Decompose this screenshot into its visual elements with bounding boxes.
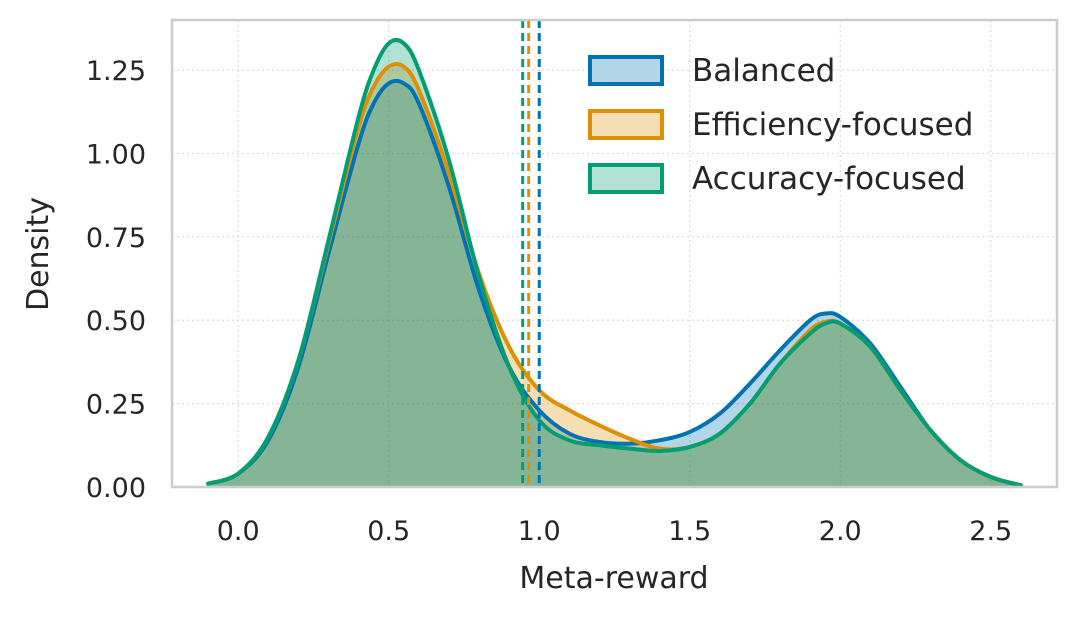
y-tick-label: 0.25 xyxy=(86,390,146,421)
legend-swatch xyxy=(588,109,664,140)
x-tick-label: 0.5 xyxy=(367,516,410,547)
x-tick-label: 1.0 xyxy=(518,516,561,547)
y-tick-label: 0.00 xyxy=(86,473,146,504)
density-fill-efficiency-focused xyxy=(208,63,1021,488)
density-fill-accuracy-focused xyxy=(208,40,1021,487)
y-axis-ticks: 0.00 0.25 0.50 0.75 1.00 1.25 xyxy=(86,56,146,504)
legend-item-accuracy-focused: Accuracy-focused xyxy=(588,161,966,197)
x-tick-label: 1.5 xyxy=(668,516,711,547)
density-line-accuracy-focused xyxy=(206,38,1023,488)
series-layer xyxy=(206,38,1023,488)
legend-swatch xyxy=(588,163,664,194)
legend-item-balanced: Balanced xyxy=(588,53,835,89)
x-tick-label: 0.0 xyxy=(217,516,260,547)
legend-label: Accuracy-focused xyxy=(692,161,966,197)
y-axis-title: Density xyxy=(21,197,56,311)
y-tick-label: 1.00 xyxy=(86,139,146,170)
density-line-balanced xyxy=(206,78,1023,488)
x-tick-label: 2.5 xyxy=(969,516,1012,547)
legend: Balanced Efficiency-focused Accuracy-focus… xyxy=(588,53,973,197)
y-tick-label: 0.50 xyxy=(86,306,146,337)
legend-item-efficiency-focused: Efficiency-focused xyxy=(588,107,973,143)
legend-swatch xyxy=(588,55,664,86)
x-axis-ticks: 0.0 0.5 1.0 1.5 2.0 2.5 xyxy=(217,516,1013,547)
x-axis-title: Meta-reward xyxy=(519,561,708,596)
density-fill-balanced xyxy=(208,80,1021,487)
legend-label: Efficiency-focused xyxy=(692,107,973,143)
y-tick-label: 0.75 xyxy=(86,223,146,254)
plot-frame xyxy=(170,18,1059,489)
legend-label: Balanced xyxy=(692,53,835,89)
x-tick-label: 2.0 xyxy=(819,516,862,547)
y-tick-label: 1.25 xyxy=(86,56,146,87)
